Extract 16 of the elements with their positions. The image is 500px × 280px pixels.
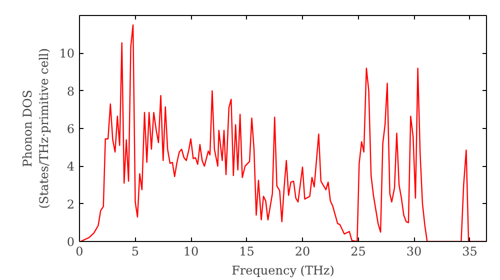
- x-axis-title: Frequency (THz): [232, 264, 334, 278]
- x-tick-label: 15: [239, 244, 254, 258]
- y-tick-label: 0: [66, 235, 75, 249]
- y-axis-title: Phonon DOS (States/THz·primitive cell): [20, 48, 52, 209]
- x-tick-label: 30: [406, 244, 422, 258]
- x-tick-label: 10: [183, 244, 199, 258]
- x-tick-label: 35: [462, 244, 478, 258]
- y-tick-label: 8: [66, 84, 75, 98]
- y-tick-label: 6: [66, 122, 75, 136]
- x-tick-label: 5: [131, 244, 140, 258]
- x-tick-label: 20: [294, 244, 310, 258]
- x-tick-label: 25: [350, 244, 366, 258]
- x-tick-label: 0: [76, 244, 84, 258]
- y-tick-label: 2: [66, 197, 75, 212]
- y-tick-label: 10: [59, 46, 75, 61]
- y-tick-label: 4: [66, 160, 75, 174]
